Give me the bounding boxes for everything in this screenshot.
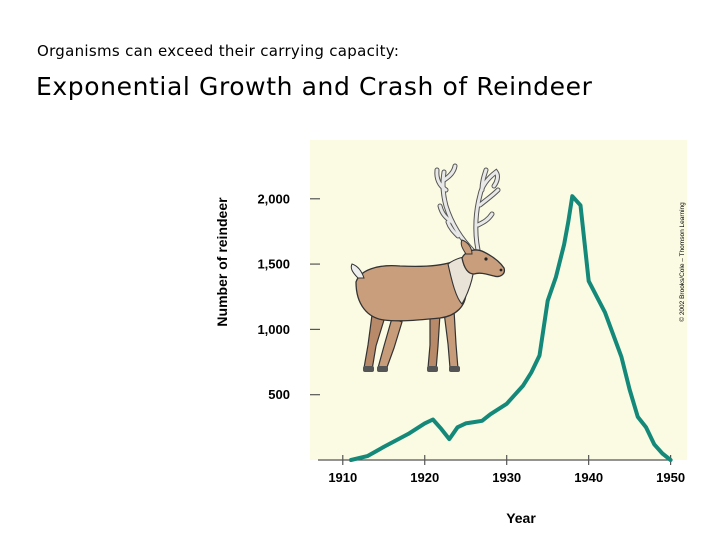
x-tick-label: 1910 (328, 470, 357, 485)
y-tick-label: 1,000 (257, 322, 290, 337)
y-tick-label: 1,500 (257, 257, 290, 272)
series-line-reindeer (349, 194, 673, 462)
y-axis-label: Number of reindeer (214, 197, 230, 327)
x-tick-label: 1950 (656, 470, 685, 485)
y-tick-label: 500 (268, 387, 290, 402)
reindeer-illustration (350, 163, 506, 372)
slide-subtitle: Organisms can exceed their carrying capa… (37, 42, 400, 60)
x-axis: 1910 1920 1930 1940 1950 (318, 455, 685, 485)
copyright-credit: © 2002 Brooks/Cole – Thomson Learning (678, 202, 686, 322)
slide-title: Exponential Growth and Crash of Reindeer (36, 72, 593, 101)
x-tick-label: 1940 (574, 470, 603, 485)
x-axis-label: Year (506, 510, 536, 526)
x-tick-label: 1920 (410, 470, 439, 485)
y-tick-label: 2,000 (257, 191, 290, 206)
x-tick-label: 1930 (492, 470, 521, 485)
y-axis: 500 1,000 1,500 2,000 (257, 191, 320, 402)
